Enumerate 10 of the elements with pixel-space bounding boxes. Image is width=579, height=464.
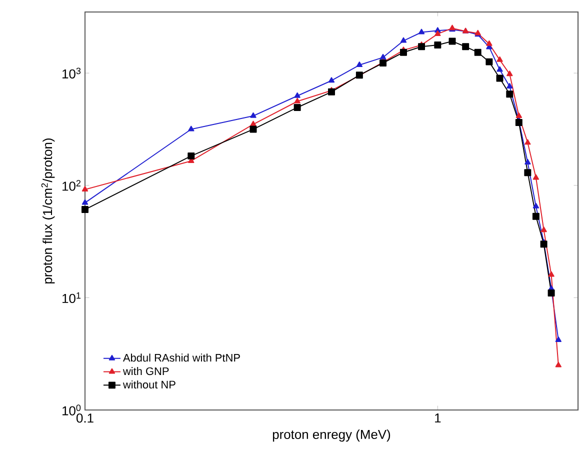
y-axis-title: proton flux (1/cm$^{2}$/proton)	[41, 138, 55, 284]
legend-label: Abdul RAshid with PtNP	[122, 354, 240, 362]
y-tick-label: 10$^{1}$	[62, 292, 81, 304]
y-tick-label: 10$^{3}$	[62, 68, 81, 78]
legend-label: with GNP	[122, 367, 169, 376]
legend-label: without NP	[122, 380, 176, 389]
x-tick-label: 0.1	[76, 414, 94, 423]
x-tick-label: 1	[435, 414, 441, 422]
y-tick-label: 10$^{2}$	[62, 180, 81, 191]
x-axis-title: proton enregy (MeV)	[272, 430, 390, 442]
